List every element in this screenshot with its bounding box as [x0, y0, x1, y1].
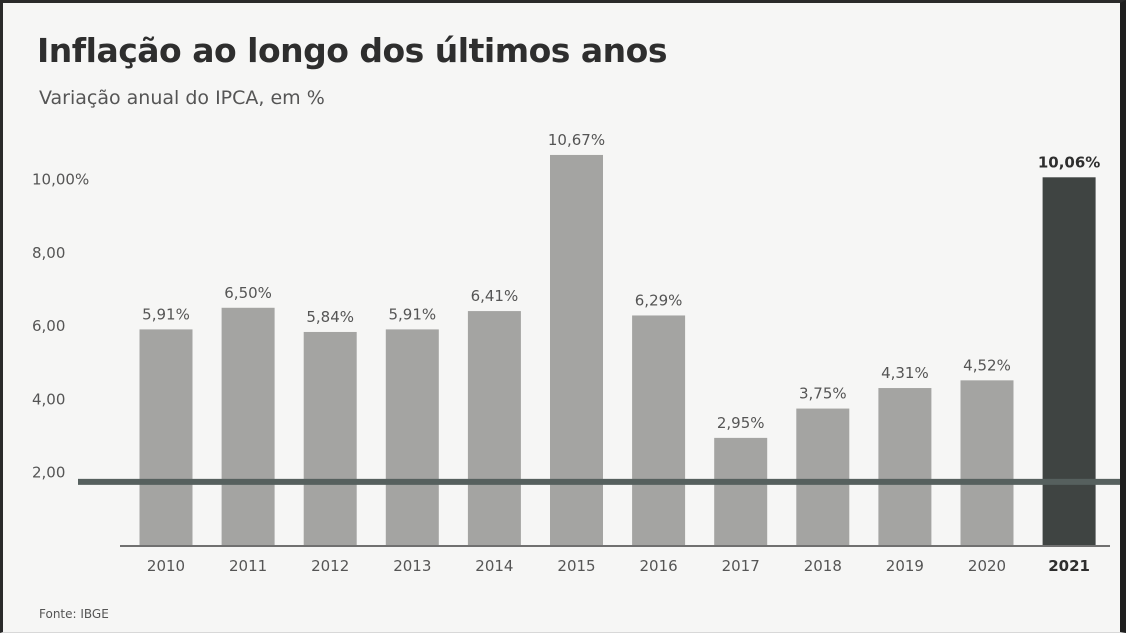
- x-tick-label: 2020: [968, 557, 1006, 575]
- bar-2015: [550, 154, 603, 546]
- bar-2019: [878, 388, 932, 546]
- y-tick-label: 4,00: [32, 390, 65, 408]
- bar-2010: [139, 329, 193, 546]
- data-label: 5,84%: [306, 308, 354, 326]
- data-label: 6,50%: [224, 284, 272, 302]
- x-tick-label: 2016: [640, 557, 678, 575]
- bar-2017: [714, 437, 768, 546]
- reference-line: [78, 478, 1120, 485]
- x-tick-label: 2011: [229, 557, 267, 575]
- data-label: 4,52%: [963, 356, 1011, 374]
- bar-2013: [385, 329, 439, 546]
- x-tick-label: 2021: [1048, 557, 1090, 575]
- reference-line-group: [78, 478, 1120, 485]
- x-tick-label: 2017: [722, 557, 760, 575]
- data-label: 6,41%: [471, 287, 519, 305]
- bar-2018: [796, 408, 850, 546]
- x-tick-label: 2012: [311, 557, 349, 575]
- y-axis-ticks: 2,00 4,00 6,00 8,00 10,00%: [32, 171, 89, 482]
- chart-title: Inflação ao longo dos últimos anos: [37, 31, 667, 70]
- data-label: 3,75%: [799, 385, 847, 403]
- y-tick-label: 2,00: [32, 464, 65, 482]
- bar-2011: [221, 307, 275, 546]
- data-label: 5,91%: [142, 305, 190, 323]
- data-label: 6,29%: [635, 291, 683, 309]
- bar-2020: [960, 380, 1014, 546]
- data-label: 5,91%: [388, 305, 436, 323]
- y-tick-label: 10,00%: [32, 171, 89, 189]
- bar-2016: [632, 315, 686, 546]
- x-tick-label: 2018: [804, 557, 842, 575]
- x-tick-label: 2013: [393, 557, 431, 575]
- bar-2021: [1042, 177, 1096, 546]
- value-labels-group: 5,91% 6,50% 5,84% 5,91% 6,41% 10,67% 6,29% 2,95…: [142, 131, 1100, 432]
- x-axis-line: [120, 545, 1110, 547]
- y-tick-label: 6,00: [32, 317, 65, 335]
- bar-2012: [303, 331, 357, 546]
- chart-subtitle: Variação anual do IPCA, em %: [39, 87, 325, 109]
- bars-group: [139, 154, 1096, 546]
- y-tick-label: 8,00: [32, 244, 65, 262]
- data-label: 10,67%: [548, 131, 605, 149]
- x-tick-label: 2010: [147, 557, 185, 575]
- x-axis: 2010 2011 2012 2013 2014 2015 2016 2017 2018 2019…: [120, 545, 1110, 575]
- source-note: Fonte: IBGE: [39, 607, 109, 621]
- data-label: 10,06%: [1038, 153, 1100, 171]
- data-label: 2,95%: [717, 414, 765, 432]
- bar-2014: [467, 311, 521, 546]
- x-tick-label: 2019: [886, 557, 924, 575]
- x-tick-label: 2015: [557, 557, 595, 575]
- x-tick-label: 2014: [475, 557, 513, 575]
- data-label: 4,31%: [881, 364, 929, 382]
